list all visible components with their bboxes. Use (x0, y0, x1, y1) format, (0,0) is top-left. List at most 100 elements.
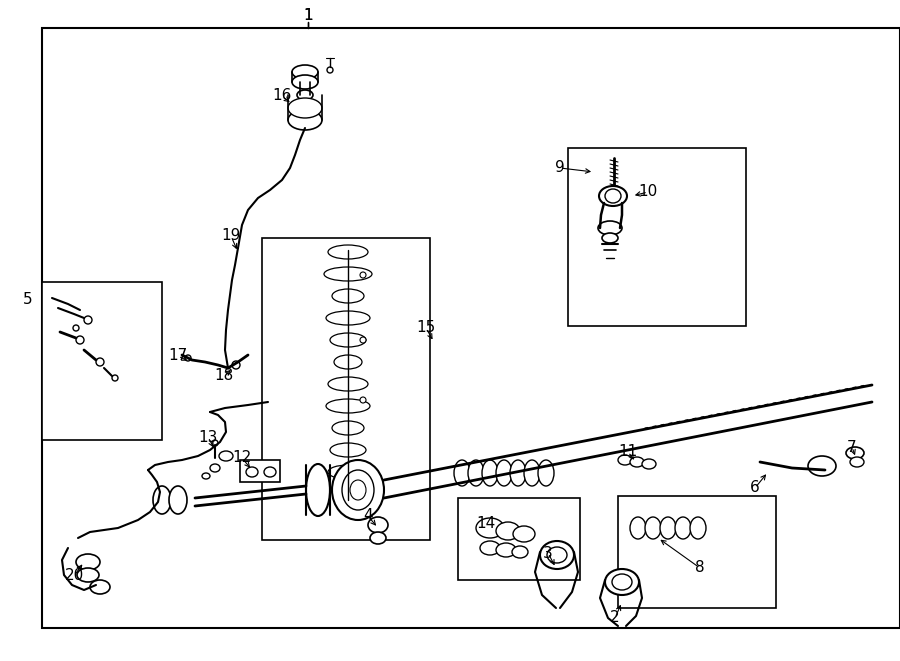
Text: 17: 17 (168, 348, 187, 364)
Ellipse shape (368, 517, 388, 533)
Ellipse shape (618, 455, 632, 465)
Text: 15: 15 (417, 321, 436, 336)
Text: 4: 4 (364, 508, 373, 524)
Circle shape (360, 272, 366, 278)
Ellipse shape (334, 355, 362, 369)
Text: 8: 8 (695, 561, 705, 576)
Ellipse shape (342, 470, 374, 510)
Ellipse shape (599, 186, 627, 206)
Ellipse shape (264, 467, 276, 477)
Bar (42, 282, 162, 440)
Ellipse shape (675, 517, 691, 539)
Ellipse shape (326, 399, 370, 413)
Ellipse shape (330, 333, 366, 347)
Ellipse shape (612, 574, 632, 590)
Text: 3: 3 (543, 545, 553, 561)
Ellipse shape (468, 460, 484, 486)
Circle shape (185, 355, 191, 361)
Ellipse shape (370, 532, 386, 544)
Ellipse shape (332, 460, 384, 520)
Text: 10: 10 (638, 184, 658, 200)
Ellipse shape (330, 443, 366, 457)
Ellipse shape (219, 451, 233, 461)
Text: 5: 5 (23, 293, 32, 307)
Ellipse shape (496, 522, 520, 540)
Circle shape (96, 358, 104, 366)
Circle shape (112, 375, 118, 381)
Ellipse shape (169, 486, 187, 514)
Ellipse shape (846, 447, 864, 459)
Ellipse shape (328, 245, 368, 259)
Ellipse shape (605, 569, 639, 595)
Bar (458, 498, 580, 580)
Ellipse shape (476, 518, 504, 538)
Ellipse shape (332, 421, 364, 435)
Text: 12: 12 (232, 451, 252, 465)
Circle shape (360, 397, 366, 403)
Ellipse shape (538, 460, 554, 486)
Ellipse shape (482, 460, 498, 486)
Bar (240, 460, 280, 482)
Text: 1: 1 (303, 9, 313, 24)
Ellipse shape (202, 473, 210, 479)
Text: 18: 18 (214, 368, 234, 383)
Text: 16: 16 (273, 89, 292, 104)
Ellipse shape (630, 457, 644, 467)
Ellipse shape (76, 554, 100, 570)
Ellipse shape (540, 541, 574, 569)
Text: 6: 6 (750, 481, 760, 496)
Ellipse shape (288, 110, 322, 130)
Circle shape (232, 361, 240, 369)
Ellipse shape (210, 464, 220, 472)
Text: 9: 9 (555, 161, 565, 176)
Ellipse shape (326, 311, 370, 325)
Text: 7: 7 (847, 440, 857, 455)
Ellipse shape (350, 480, 366, 500)
Text: 13: 13 (198, 430, 218, 444)
Text: 11: 11 (618, 444, 637, 459)
Text: 20: 20 (65, 568, 84, 584)
Ellipse shape (332, 289, 364, 303)
Ellipse shape (297, 90, 313, 100)
Ellipse shape (153, 486, 171, 514)
Bar (618, 496, 776, 608)
Text: 19: 19 (221, 229, 240, 243)
Ellipse shape (513, 526, 535, 542)
Ellipse shape (292, 65, 318, 79)
Bar (568, 148, 746, 326)
Text: 14: 14 (476, 516, 496, 531)
Ellipse shape (288, 98, 322, 118)
Ellipse shape (246, 467, 258, 477)
Ellipse shape (850, 457, 864, 467)
Ellipse shape (328, 377, 368, 391)
Ellipse shape (510, 460, 526, 486)
Circle shape (73, 325, 79, 331)
Ellipse shape (605, 189, 621, 203)
Ellipse shape (324, 267, 372, 281)
Circle shape (327, 67, 333, 73)
Circle shape (212, 440, 218, 446)
Ellipse shape (602, 233, 618, 243)
Ellipse shape (524, 460, 540, 486)
Ellipse shape (454, 460, 470, 486)
Ellipse shape (328, 465, 368, 479)
Ellipse shape (642, 459, 656, 469)
Ellipse shape (512, 546, 528, 558)
Ellipse shape (480, 541, 500, 555)
Ellipse shape (547, 547, 567, 563)
Ellipse shape (306, 464, 330, 516)
Circle shape (360, 337, 366, 343)
Ellipse shape (630, 517, 646, 539)
Ellipse shape (90, 580, 110, 594)
Circle shape (76, 336, 84, 344)
Ellipse shape (496, 543, 516, 557)
Text: 1: 1 (303, 9, 313, 24)
Ellipse shape (690, 517, 706, 539)
Ellipse shape (660, 517, 676, 539)
Ellipse shape (598, 221, 622, 235)
Ellipse shape (77, 568, 99, 582)
Ellipse shape (292, 75, 318, 89)
Ellipse shape (645, 517, 661, 539)
Ellipse shape (808, 456, 836, 476)
Bar (262, 238, 430, 540)
